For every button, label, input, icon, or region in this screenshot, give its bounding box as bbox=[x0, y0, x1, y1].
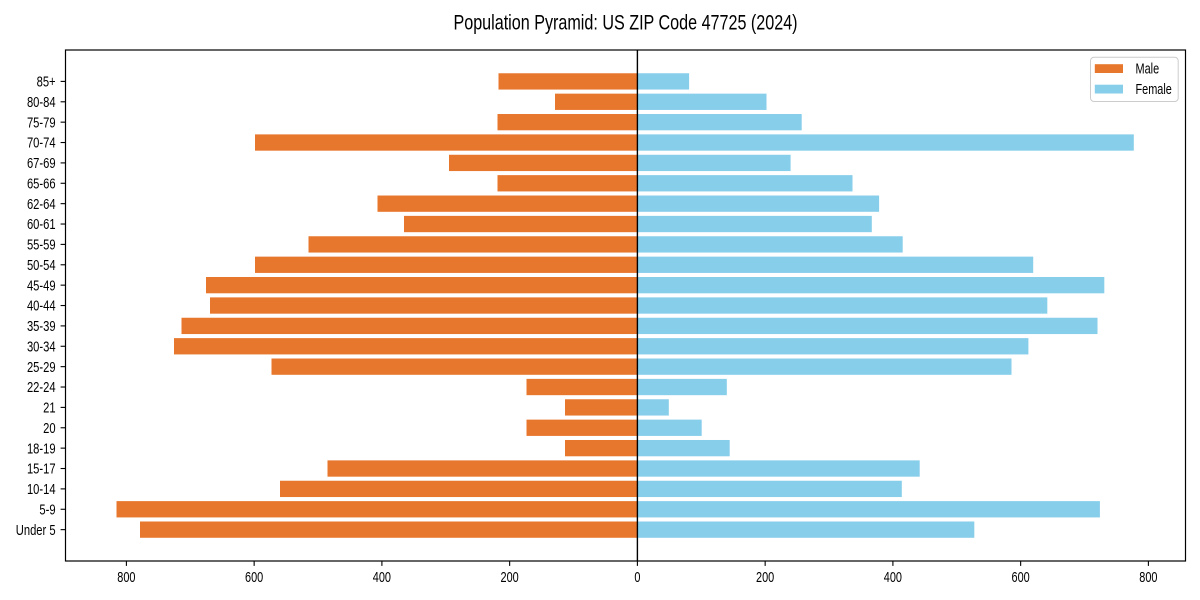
svg-text:55-59: 55-59 bbox=[27, 236, 56, 253]
svg-text:45-49: 45-49 bbox=[27, 277, 56, 294]
svg-text:75-79: 75-79 bbox=[27, 114, 56, 131]
svg-text:85+: 85+ bbox=[37, 73, 56, 90]
svg-text:10-14: 10-14 bbox=[27, 481, 56, 498]
svg-text:400: 400 bbox=[884, 568, 902, 585]
svg-text:800: 800 bbox=[117, 568, 135, 585]
svg-text:60-61: 60-61 bbox=[27, 216, 56, 233]
svg-text:5-9: 5-9 bbox=[39, 501, 55, 518]
svg-text:21: 21 bbox=[43, 399, 55, 416]
svg-text:600: 600 bbox=[1012, 568, 1030, 585]
svg-text:65-66: 65-66 bbox=[27, 175, 56, 192]
svg-text:70-74: 70-74 bbox=[27, 134, 56, 151]
svg-text:Population Pyramid: US ZIP Cod: Population Pyramid: US ZIP Code 47725 (2… bbox=[453, 10, 797, 33]
svg-text:Under 5: Under 5 bbox=[16, 521, 56, 538]
svg-text:400: 400 bbox=[373, 568, 391, 585]
svg-text:15-17: 15-17 bbox=[27, 460, 56, 477]
svg-text:30-34: 30-34 bbox=[27, 338, 56, 355]
svg-text:67-69: 67-69 bbox=[27, 155, 56, 172]
svg-text:40-44: 40-44 bbox=[27, 297, 56, 314]
svg-text:600: 600 bbox=[245, 568, 263, 585]
svg-text:80-84: 80-84 bbox=[27, 94, 56, 111]
svg-text:25-29: 25-29 bbox=[27, 358, 56, 375]
svg-text:200: 200 bbox=[501, 568, 519, 585]
svg-text:50-54: 50-54 bbox=[27, 257, 56, 274]
svg-text:62-64: 62-64 bbox=[27, 195, 56, 212]
svg-text:0: 0 bbox=[634, 568, 640, 585]
svg-text:22-24: 22-24 bbox=[27, 379, 56, 396]
svg-text:Male: Male bbox=[1136, 60, 1160, 77]
svg-text:35-39: 35-39 bbox=[27, 318, 56, 335]
svg-text:20: 20 bbox=[43, 420, 55, 437]
svg-text:Female: Female bbox=[1136, 80, 1172, 97]
svg-text:200: 200 bbox=[756, 568, 774, 585]
svg-text:18-19: 18-19 bbox=[27, 440, 56, 457]
svg-text:800: 800 bbox=[1139, 568, 1157, 585]
